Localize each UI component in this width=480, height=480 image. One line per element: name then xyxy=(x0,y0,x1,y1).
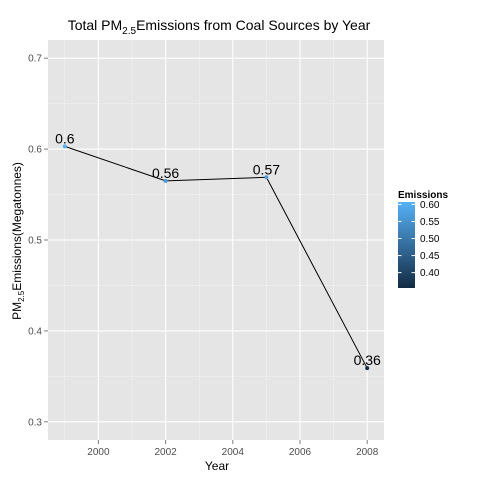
y-axis-ticks: 0.3 0.4 0.5 0.6 0.7 xyxy=(28,54,48,428)
legend-colorbar xyxy=(398,202,415,288)
x-tick-label: 2002 xyxy=(154,447,177,458)
series-line xyxy=(64,145,368,369)
y-axis-title-subscript: 2.5 xyxy=(17,290,26,302)
legend-tick-label: 0.60 xyxy=(420,200,440,211)
data-point xyxy=(264,175,269,180)
y-axis-title: PM2.5Emissions(Megatonnes) xyxy=(10,162,26,320)
legend-tick-label: 0.55 xyxy=(420,217,440,228)
color-legend: Emissions 0.40 0.45 0.50 0.55 0.60 xyxy=(398,190,448,288)
y-axis-title-prefix: PM xyxy=(10,302,24,320)
chart-title: Total PM2.5Emissions from Coal Sources b… xyxy=(68,17,371,37)
chart-title-prefix: Total PM xyxy=(68,17,122,33)
y-tick-label: 0.3 xyxy=(28,417,42,428)
y-tick-label: 0.4 xyxy=(28,326,42,337)
major-grid xyxy=(48,40,384,440)
series-group: 0.6 0.56 0.57 0.36 xyxy=(55,130,381,371)
x-tick-label: 2008 xyxy=(356,447,379,458)
y-tick-label: 0.7 xyxy=(28,54,42,65)
legend-tick-label: 0.40 xyxy=(420,268,440,279)
x-tick-label: 2004 xyxy=(222,447,245,458)
x-axis-ticks: 2000 2002 2004 2006 2008 xyxy=(87,440,379,458)
data-label: 0.6 xyxy=(55,130,75,146)
x-axis-title: Year xyxy=(205,459,229,473)
chart-title-subscript: 2.5 xyxy=(122,26,136,37)
x-tick-label: 2006 xyxy=(289,447,312,458)
legend-ticks: 0.40 0.45 0.50 0.55 0.60 xyxy=(398,200,440,279)
data-label: 0.56 xyxy=(152,165,179,181)
data-point xyxy=(365,366,370,371)
data-label: 0.36 xyxy=(354,352,381,368)
legend-title: Emissions xyxy=(398,190,448,201)
y-tick-label: 0.5 xyxy=(28,236,42,247)
data-label: 0.57 xyxy=(253,161,280,177)
y-tick-label: 0.6 xyxy=(28,145,42,156)
chart-title-suffix: Emissions from Coal Sources by Year xyxy=(136,17,371,33)
y-axis-title-suffix: Emissions(Megatonnes) xyxy=(10,162,24,291)
data-point xyxy=(163,178,168,183)
legend-tick-label: 0.50 xyxy=(420,234,440,245)
legend-tick-label: 0.45 xyxy=(420,251,440,262)
x-tick-label: 2000 xyxy=(87,447,110,458)
data-point xyxy=(62,144,67,149)
